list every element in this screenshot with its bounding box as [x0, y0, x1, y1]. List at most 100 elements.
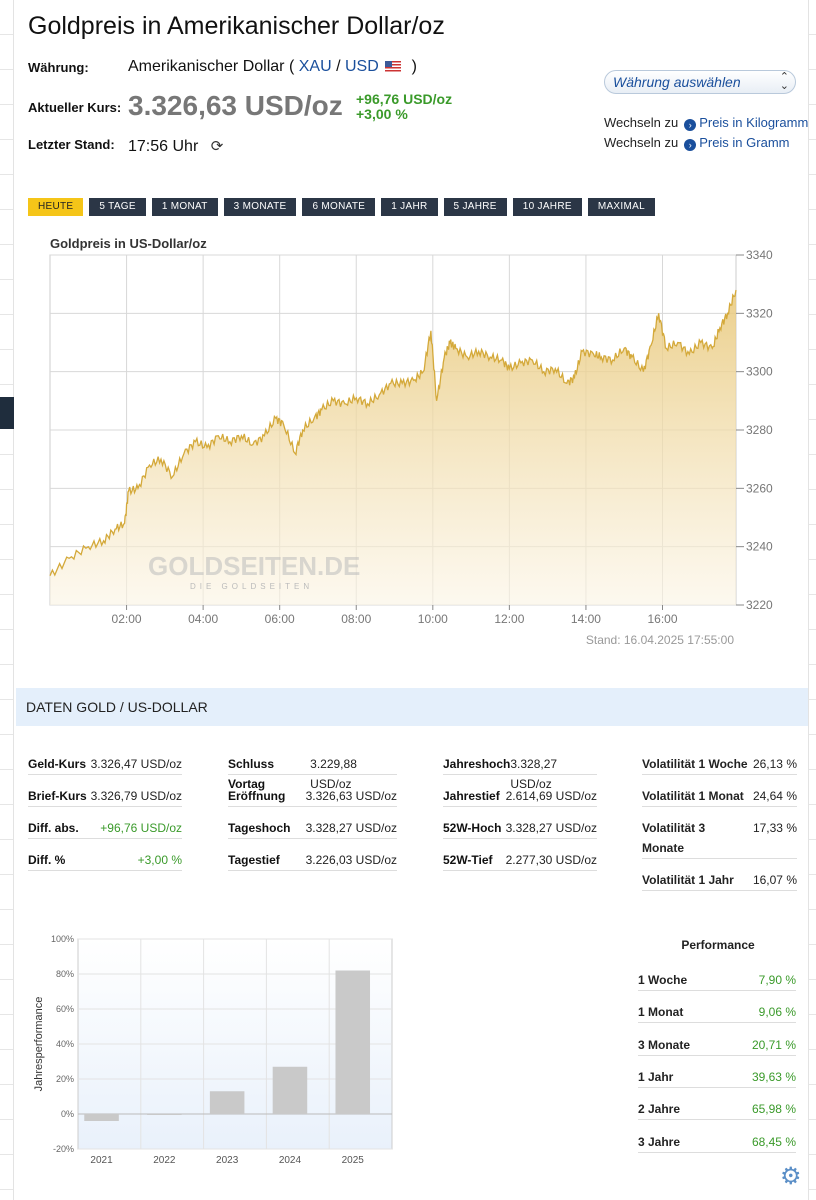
data-row-schluss-vortag: Schluss Vortag 3.229,88 USD/oz: [228, 754, 397, 791]
row-key: Jahreshoch: [443, 757, 511, 771]
waehrung-value: Amerikanischer Dollar ( XAU / USD ): [128, 58, 417, 76]
gram-link[interactable]: Preis in Gramm: [699, 135, 790, 150]
data-row-jahrestief: Jahrestief 2.614,69 USD/oz: [443, 786, 597, 807]
tab-3-monate[interactable]: 3 MONATE: [223, 198, 297, 216]
stand-label: Letzter Stand:: [28, 137, 115, 152]
data-row-tageshoch: Tageshoch 3.328,27 USD/oz: [228, 818, 397, 839]
current-price: 3.326,63 USD/oz: [128, 90, 343, 121]
row-key: Volatilität 1 Woche: [642, 757, 748, 771]
row-key: Tageshoch: [228, 821, 291, 835]
tab-1-jahr[interactable]: 1 JAHR: [381, 198, 438, 216]
watermark-logo: GOLDSEITEN.DE: [148, 551, 360, 581]
page-title: Goldpreis in Amerikanischer Dollar/oz: [28, 12, 445, 40]
row-key: Volatilität 3 Monate: [642, 821, 706, 855]
perf-row-2-jahre: 2 Jahre 65,98 %: [638, 1099, 796, 1120]
row-key: 52W-Hoch: [443, 821, 502, 835]
y-tick-label: 3340: [746, 248, 773, 262]
switch-prefix: Wechseln zu: [604, 135, 679, 150]
y-tick-label: 80%: [56, 969, 74, 979]
y-tick-label: 100%: [51, 934, 74, 944]
row-value: 2.277,30 USD/oz: [505, 853, 597, 867]
row-key: Jahrestief: [443, 789, 500, 803]
x-tick-label: 2024: [279, 1155, 302, 1166]
left-grid-strip: [0, 0, 14, 1200]
y-tick-label: 3240: [746, 540, 773, 554]
x-tick-label: 2022: [153, 1155, 176, 1166]
row-value: +3,00 %: [137, 853, 182, 867]
data-col-3: Jahreshoch 3.328,27 USD/oz Jahrestief 2.61…: [443, 754, 597, 882]
annual-performance-chart: -20% 0% 20% 40% 60% 80% 100% 2021 2022 2023 2024 20…: [33, 934, 393, 1166]
row-key: 2 Jahre: [638, 1102, 681, 1116]
tab-5-jahre[interactable]: 5 JAHRE: [443, 198, 507, 216]
performance-title: Performance: [681, 938, 755, 952]
chart-title: Goldpreis in US-Dollar/oz: [50, 236, 207, 251]
y-tick-label: 40%: [56, 1039, 74, 1049]
row-value: 16,07 %: [752, 873, 797, 887]
data-col-1: Geld-Kurs 3.326,47 USD/oz Brief-Kurs 3.326…: [28, 754, 182, 882]
tab-1-monat[interactable]: 1 MONAT: [151, 198, 218, 216]
data-col-2: Schluss Vortag 3.229,88 USD/oz Eröffnung 3…: [228, 754, 397, 882]
row-key: Geld-Kurs: [28, 757, 87, 771]
x-tick-label: 08:00: [341, 612, 371, 626]
row-value: 26,13 %: [752, 757, 797, 771]
data-row-diff-abs: Diff. abs. +96,76 USD/oz: [28, 818, 182, 839]
tab-maximal[interactable]: MAXIMAL: [587, 198, 655, 216]
row-value: 3.328,27 USD/oz: [510, 757, 558, 791]
vol-row-3-monate: Volatilität 3 Monate 17,33 %: [642, 818, 797, 859]
data-row-brief-kurs: Brief-Kurs 3.326,79 USD/oz: [28, 786, 182, 807]
x-tick-label: 02:00: [112, 612, 142, 626]
tab-6-monate[interactable]: 6 MONATE: [302, 198, 376, 216]
currency-select[interactable]: Währung auswählen ⌃ ⌄: [604, 70, 796, 94]
arrow-right-icon: ›: [684, 119, 697, 131]
change-pct: +3,00 %: [356, 106, 408, 122]
tab-10-jahre[interactable]: 10 JAHRE: [512, 198, 582, 216]
row-value: 65,98 %: [751, 1102, 796, 1116]
code-separator: /: [336, 58, 341, 75]
tab-5-tage[interactable]: 5 TAGE: [89, 198, 146, 216]
bar-2025: [335, 970, 371, 1114]
perf-row-1-woche: 1 Woche 7,90 %: [638, 970, 796, 991]
row-value: 3.326,47 USD/oz: [90, 757, 182, 771]
usd-link[interactable]: USD: [344, 58, 379, 75]
x-tick-label: 06:00: [265, 612, 295, 626]
x-tick-label: 16:00: [647, 612, 677, 626]
currency-select-label: Währung auswählen: [613, 74, 741, 90]
switch-kilogram: Wechseln zu › Preis in Kilogramm: [604, 115, 808, 131]
row-key: Volatilität 1 Monat: [642, 789, 744, 803]
gear-icon[interactable]: ⚙: [780, 1163, 802, 1190]
gold-price-chart: Goldpreis in US-Dollar/oz 3220 3240 3260 328…: [49, 236, 773, 647]
data-row-diff-pct: Diff. % +3,00 %: [28, 850, 182, 871]
bar-2023: [209, 1091, 245, 1114]
tab-heute[interactable]: HEUTE: [28, 198, 84, 216]
y-tick-label: 60%: [56, 1004, 74, 1014]
perf-row-3-jahre: 3 Jahre 68,45 %: [638, 1132, 796, 1153]
side-tab[interactable]: [0, 397, 14, 429]
vol-row-1-woche: Volatilität 1 Woche 26,13 %: [642, 754, 797, 775]
refresh-icon[interactable]: ⟳: [210, 138, 224, 155]
chevron-updown-icon: ⌃ ⌄: [779, 71, 789, 92]
price-change: +96,76 USD/oz +3,00 %: [356, 92, 452, 122]
us-flag-icon: [385, 61, 402, 73]
x-tick-label: 2021: [90, 1155, 113, 1166]
row-value: 3.328,27 USD/oz: [305, 821, 397, 835]
row-key: 1 Jahr: [638, 1070, 674, 1084]
y-tick-label: 20%: [56, 1074, 74, 1084]
row-value: 68,45 %: [751, 1135, 796, 1149]
data-row-eroeffnung: Eröffnung 3.326,63 USD/oz: [228, 786, 397, 807]
chart-stand: Stand: 16.04.2025 17:55:00: [586, 633, 734, 647]
row-value: +96,76 USD/oz: [100, 821, 182, 835]
row-key: Eröffnung: [228, 789, 286, 803]
row-value: 3.226,03 USD/oz: [305, 853, 397, 867]
data-row-geld-kurs: Geld-Kurs 3.326,47 USD/oz: [28, 754, 182, 775]
row-value: 2.614,69 USD/oz: [505, 789, 597, 803]
row-value: 20,71 %: [751, 1038, 796, 1052]
x-tick-label: 12:00: [494, 612, 524, 626]
xau-link[interactable]: XAU: [298, 58, 332, 75]
y-axis-label: Jahresperformance: [33, 997, 45, 1092]
y-tick-label: 3260: [746, 481, 773, 495]
change-abs: +96,76 USD/oz: [356, 91, 453, 107]
data-row-tagestief: Tagestief 3.226,03 USD/oz: [228, 850, 397, 871]
period-tabs: HEUTE 5 TAGE 1 MONAT 3 MONATE 6 MONATE 1…: [28, 198, 655, 216]
x-tick-label: 2023: [216, 1155, 239, 1166]
kilogram-link[interactable]: Preis in Kilogramm: [699, 115, 809, 130]
